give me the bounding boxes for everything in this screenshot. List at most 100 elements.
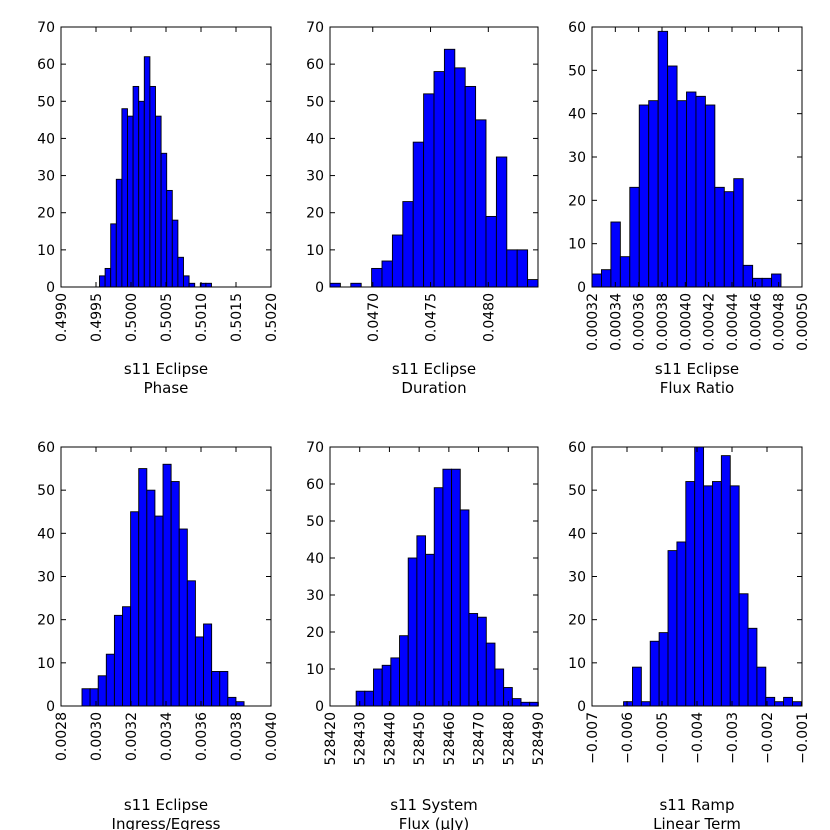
histogram-bar bbox=[610, 221, 621, 288]
y-tick-label: 0 bbox=[46, 699, 55, 715]
x-tick-label: 528420 bbox=[323, 712, 339, 765]
histogram-bar bbox=[792, 701, 802, 707]
histogram-bar bbox=[729, 485, 740, 707]
y-tick-label: 10 bbox=[37, 656, 55, 672]
histogram-bar bbox=[416, 535, 427, 707]
x-tick-label: 528440 bbox=[382, 712, 398, 765]
x-tick-label: 0.5015 bbox=[229, 293, 245, 342]
histogram-bar bbox=[203, 623, 213, 707]
histogram-bar bbox=[178, 528, 188, 707]
histogram-bar bbox=[373, 668, 383, 707]
histogram-bar bbox=[364, 690, 374, 707]
histogram-bar bbox=[329, 282, 341, 288]
x-tick-label: 0.0036 bbox=[194, 712, 210, 761]
histogram-bar bbox=[407, 557, 418, 707]
x-axis-label: Ingress/Egress bbox=[112, 815, 221, 830]
histogram-bar bbox=[451, 468, 461, 707]
x-tick-label: 0.4995 bbox=[89, 293, 105, 342]
x-tick-label: −0.005 bbox=[655, 712, 671, 764]
histogram-bar bbox=[638, 104, 650, 288]
histogram-bar bbox=[468, 613, 479, 707]
histogram-panel-5: 0 10 20 30 40 50 60 70 528420 528430 528440 528450 5… bbox=[306, 440, 547, 830]
x-tick-label: 0.00044 bbox=[725, 293, 741, 351]
histogram-bar bbox=[423, 93, 435, 288]
histogram-bar bbox=[477, 616, 487, 707]
x-tick-label: 0.00050 bbox=[795, 293, 811, 351]
y-tick-label: 10 bbox=[568, 656, 586, 672]
x-axis-label: s11 System bbox=[390, 796, 478, 814]
histogram-panel-3: 0 10 20 30 40 50 60 0.00032 0.00034 0.00036 0.0003… bbox=[568, 20, 811, 397]
y-tick-label: 30 bbox=[37, 169, 55, 185]
histogram-bar bbox=[183, 275, 190, 288]
x-axis-label: Duration bbox=[401, 379, 466, 397]
y-tick-label: 70 bbox=[37, 20, 55, 36]
y-tick-label: 0 bbox=[315, 699, 324, 715]
x-tick-label: 528430 bbox=[353, 712, 369, 765]
histogram-bar bbox=[186, 580, 196, 707]
x-axis-label: s11 Eclipse bbox=[655, 360, 739, 378]
histogram-bar bbox=[443, 48, 456, 288]
x-tick-label: −0.003 bbox=[725, 712, 741, 764]
histogram-bar bbox=[121, 108, 128, 288]
histogram-bar bbox=[723, 191, 735, 288]
x-tick-label: 0.5005 bbox=[159, 293, 175, 342]
x-tick-label: −0.004 bbox=[690, 712, 706, 764]
histogram-bar bbox=[527, 279, 539, 288]
histogram-bar bbox=[454, 67, 466, 288]
x-tick-label: 0.5010 bbox=[194, 293, 210, 342]
y-tick-label: 50 bbox=[37, 483, 55, 499]
histogram-bar bbox=[632, 666, 642, 707]
histogram-bar bbox=[648, 100, 659, 288]
histogram-bar bbox=[747, 627, 758, 707]
histogram-bar bbox=[171, 219, 179, 288]
histogram-bar bbox=[694, 446, 705, 707]
histogram-bar bbox=[752, 277, 763, 288]
histogram-bar bbox=[399, 635, 409, 707]
histogram-bar bbox=[177, 256, 184, 288]
y-tick-label: 10 bbox=[306, 243, 324, 259]
histogram-panel-2: 0 10 20 30 40 50 60 70 0.0470 0.0475 0.0480 s11 Ecl… bbox=[306, 20, 539, 397]
histogram-bar bbox=[122, 606, 132, 707]
histogram-bar bbox=[143, 56, 151, 288]
histogram-bar bbox=[433, 71, 445, 288]
y-tick-label: 60 bbox=[306, 57, 324, 73]
x-tick-label: 528490 bbox=[531, 712, 547, 765]
y-tick-label: 60 bbox=[37, 57, 55, 73]
histogram-bar bbox=[629, 186, 640, 288]
y-tick-label: 0 bbox=[46, 280, 55, 296]
y-tick-label: 10 bbox=[306, 662, 324, 678]
histogram-bar bbox=[138, 100, 145, 288]
y-tick-label: 40 bbox=[37, 131, 55, 147]
x-tick-label: 0.00032 bbox=[585, 293, 601, 351]
histogram-bar bbox=[146, 489, 156, 707]
histogram-bar bbox=[132, 85, 140, 288]
histogram-bar bbox=[783, 696, 793, 707]
histogram-bar bbox=[219, 671, 229, 707]
histogram-bar bbox=[649, 640, 660, 707]
histogram-bar bbox=[733, 178, 744, 288]
y-tick-label: 20 bbox=[306, 625, 324, 641]
histogram-bar bbox=[475, 119, 487, 288]
y-tick-label: 30 bbox=[568, 570, 586, 586]
histogram-bar bbox=[756, 666, 767, 707]
histogram-bar bbox=[425, 553, 435, 707]
y-tick-label: 50 bbox=[37, 94, 55, 110]
histogram-bar bbox=[130, 511, 140, 707]
histogram-bar bbox=[355, 690, 366, 707]
histogram-bar bbox=[162, 463, 172, 707]
x-axis-label: s11 Ramp bbox=[659, 796, 734, 814]
x-tick-label: 528450 bbox=[412, 712, 428, 765]
y-tick-label: 40 bbox=[37, 526, 55, 542]
y-tick-label: 20 bbox=[568, 613, 586, 629]
histogram-bar bbox=[381, 664, 392, 707]
histogram-bar bbox=[99, 275, 106, 288]
y-tick-label: 50 bbox=[568, 63, 586, 79]
x-axis-label: Flux (μJy) bbox=[399, 815, 470, 830]
histogram-panel-4: 0 10 20 30 40 50 60 0.0028 0.0030 0.0032 0.0034 0.0… bbox=[37, 440, 280, 830]
y-tick-label: 60 bbox=[37, 440, 55, 456]
x-tick-label: 0.00036 bbox=[632, 293, 648, 351]
x-tick-label: 0.0032 bbox=[124, 712, 140, 761]
histogram-bar bbox=[105, 653, 115, 707]
histogram-bar bbox=[529, 701, 539, 707]
x-tick-label: −0.006 bbox=[620, 712, 636, 764]
